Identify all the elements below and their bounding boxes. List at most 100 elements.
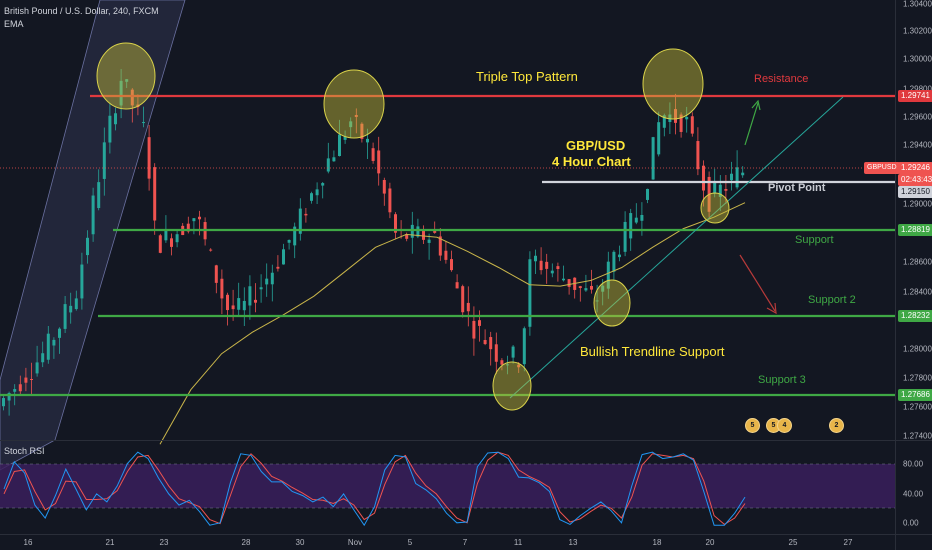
candle-body bbox=[567, 279, 571, 287]
price-axis-separator bbox=[895, 0, 896, 550]
y-tick: 1.29400 bbox=[903, 140, 932, 150]
candle-body bbox=[237, 298, 241, 310]
candle-body bbox=[63, 304, 67, 329]
y-tick: 1.30400 bbox=[903, 0, 932, 9]
candle-body bbox=[623, 221, 627, 252]
candle-body bbox=[377, 150, 381, 174]
candle-body bbox=[724, 188, 728, 191]
candle-body bbox=[450, 259, 453, 271]
support-3-label: Support 3 bbox=[758, 374, 806, 386]
candle-body bbox=[276, 266, 280, 269]
stoch-rsi-label[interactable]: Stoch RSI bbox=[4, 446, 45, 456]
x-tick: 27 bbox=[843, 538, 853, 547]
event-badge[interactable]: 4 bbox=[777, 418, 792, 433]
candle-body bbox=[741, 172, 745, 176]
pane-separator[interactable] bbox=[0, 440, 932, 441]
y-tick: 1.29000 bbox=[903, 199, 932, 209]
candle-body bbox=[534, 255, 537, 262]
y-tick: 1.28000 bbox=[903, 344, 932, 354]
x-tick: 18 bbox=[652, 538, 662, 547]
candle-body bbox=[674, 109, 677, 123]
x-tick: Nov bbox=[347, 538, 363, 547]
triple-top-label: Triple Top Pattern bbox=[476, 69, 578, 84]
candle-body bbox=[153, 167, 157, 221]
candle-body bbox=[338, 134, 341, 157]
support-1-label: Support bbox=[795, 234, 834, 246]
candle-body bbox=[293, 226, 297, 246]
candle-body bbox=[214, 265, 218, 283]
candle-body bbox=[438, 236, 442, 256]
candle-body bbox=[410, 224, 414, 238]
candle-body bbox=[584, 288, 588, 291]
candle-body bbox=[298, 208, 302, 234]
stoch-d-line bbox=[3, 451, 746, 526]
candle-body bbox=[455, 282, 459, 289]
candle-body bbox=[595, 300, 599, 302]
candle-body bbox=[366, 138, 369, 143]
event-badge[interactable]: 5 bbox=[745, 418, 760, 433]
candle-body bbox=[494, 344, 498, 362]
candle-body bbox=[696, 141, 700, 170]
support-3-price-tag: 1.27686 bbox=[898, 389, 932, 401]
candle-body bbox=[142, 122, 145, 124]
candle-body bbox=[86, 237, 89, 256]
ema-line bbox=[159, 202, 746, 445]
candle-body bbox=[634, 217, 638, 223]
y-tick: 1.27400 bbox=[903, 431, 932, 441]
candle-body bbox=[466, 302, 470, 312]
candle-body bbox=[2, 398, 5, 407]
candle-body bbox=[147, 137, 151, 179]
candle-body bbox=[315, 189, 319, 196]
candle-body bbox=[517, 364, 521, 368]
candle-body bbox=[433, 230, 437, 233]
candle-body bbox=[270, 272, 274, 285]
trendline-touch-3-highlight bbox=[700, 192, 730, 224]
pair-title: GBP/USD bbox=[566, 138, 626, 153]
x-tick: 21 bbox=[105, 538, 115, 547]
candle-body bbox=[332, 157, 336, 162]
candle-body bbox=[657, 122, 661, 155]
candle-body bbox=[601, 285, 605, 292]
pair-subtitle: 4 Hour Chart bbox=[552, 154, 631, 169]
x-tick: 7 bbox=[462, 538, 468, 547]
candle-body bbox=[562, 278, 565, 281]
bullish-trendline[interactable] bbox=[509, 96, 844, 399]
rising-channel bbox=[0, 0, 186, 471]
candle-body bbox=[7, 393, 11, 401]
bar-countdown: 02:43:43 bbox=[898, 174, 932, 186]
stoch-y-tick: 0.00 bbox=[903, 518, 919, 528]
candle-body bbox=[265, 278, 269, 285]
candle-body bbox=[231, 305, 235, 310]
y-tick: 1.28400 bbox=[903, 287, 932, 297]
candle-body bbox=[590, 285, 593, 290]
event-badge[interactable]: 2 bbox=[829, 418, 844, 433]
ema-indicator-label[interactable]: EMA bbox=[4, 19, 24, 29]
candle-body bbox=[97, 182, 101, 209]
y-tick: 1.29600 bbox=[903, 112, 932, 122]
candle-body bbox=[629, 213, 633, 239]
candle-body bbox=[522, 328, 526, 365]
candle-body bbox=[226, 294, 229, 311]
stoch-y-tick: 40.00 bbox=[903, 489, 924, 499]
candle-body bbox=[539, 260, 543, 271]
x-tick: 28 bbox=[241, 538, 251, 547]
candle-body bbox=[612, 251, 616, 272]
candle-body bbox=[718, 184, 722, 197]
candle-body bbox=[175, 234, 179, 243]
support-1-price-tag: 1.28819 bbox=[898, 224, 932, 236]
candle-body bbox=[472, 320, 476, 339]
candle-body bbox=[248, 286, 252, 306]
x-tick: 25 bbox=[788, 538, 798, 547]
top-3-highlight bbox=[642, 48, 704, 120]
top-2-highlight bbox=[323, 69, 385, 139]
candle-body bbox=[91, 195, 95, 235]
candle-body bbox=[394, 214, 397, 233]
top-1-highlight bbox=[96, 42, 156, 110]
candle-body bbox=[69, 305, 73, 313]
candle-body bbox=[170, 238, 173, 247]
candle-body bbox=[354, 115, 358, 117]
candle-body bbox=[578, 286, 582, 289]
symbol-title[interactable]: British Pound / U.S. Dollar, 240, FXCM bbox=[4, 6, 159, 16]
